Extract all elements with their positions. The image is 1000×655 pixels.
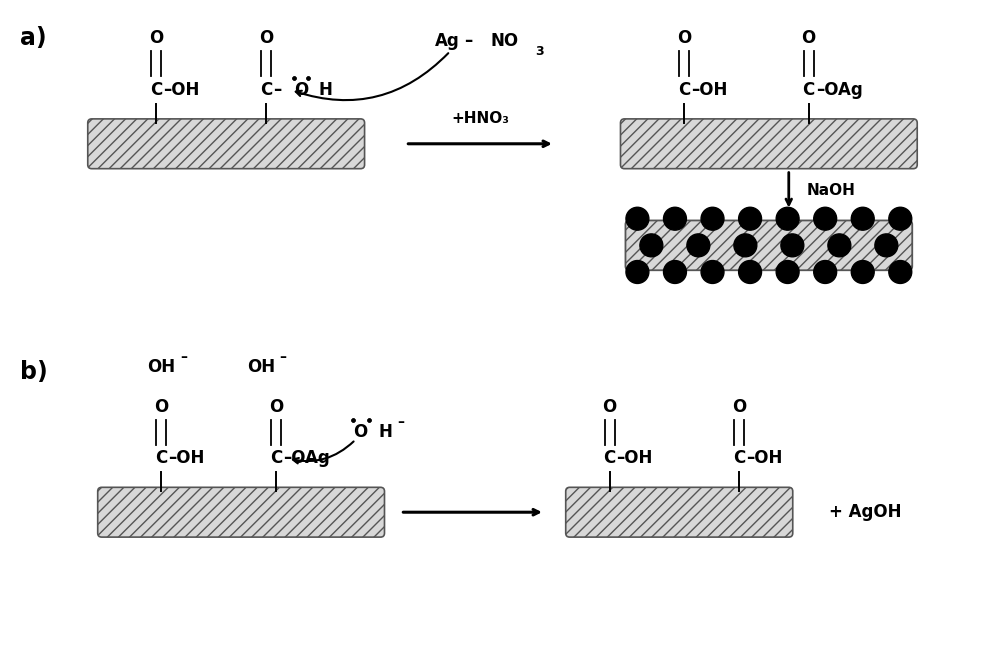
Circle shape: [781, 234, 804, 257]
FancyBboxPatch shape: [625, 221, 912, 271]
Text: O: O: [602, 398, 617, 416]
Circle shape: [851, 207, 874, 230]
Circle shape: [851, 261, 874, 284]
Text: b): b): [20, 360, 48, 384]
Text: –OAg: –OAg: [816, 81, 862, 99]
Text: –: –: [273, 81, 281, 99]
Circle shape: [776, 207, 799, 230]
Circle shape: [701, 261, 724, 284]
Circle shape: [626, 207, 649, 230]
Text: O: O: [677, 29, 691, 47]
Circle shape: [664, 207, 686, 230]
Text: O: O: [149, 29, 164, 47]
Circle shape: [626, 261, 649, 284]
Text: OH: OH: [147, 358, 176, 376]
Text: –OH: –OH: [163, 81, 200, 99]
Circle shape: [889, 261, 912, 284]
Text: –: –: [180, 350, 187, 364]
Text: + AgOH: + AgOH: [829, 503, 901, 521]
Text: C: C: [603, 449, 616, 468]
Text: H: H: [319, 81, 333, 99]
Text: O: O: [732, 398, 746, 416]
Text: –OAg: –OAg: [283, 449, 330, 468]
Circle shape: [687, 234, 710, 257]
Text: H: H: [379, 422, 392, 441]
Text: O: O: [269, 398, 283, 416]
Text: +HNO₃: +HNO₃: [451, 111, 509, 126]
FancyBboxPatch shape: [566, 487, 793, 537]
Text: O: O: [259, 29, 273, 47]
Text: –OH: –OH: [691, 81, 728, 99]
Text: a): a): [20, 26, 47, 50]
Text: –OH: –OH: [746, 449, 782, 468]
Text: Ag: Ag: [435, 32, 460, 50]
Text: –: –: [279, 350, 286, 364]
Circle shape: [814, 261, 837, 284]
Text: C: C: [150, 81, 163, 99]
Circle shape: [739, 261, 762, 284]
Text: O: O: [294, 81, 308, 99]
Text: –OH: –OH: [617, 449, 653, 468]
Circle shape: [734, 234, 757, 257]
Circle shape: [701, 207, 724, 230]
FancyBboxPatch shape: [88, 119, 365, 169]
Circle shape: [889, 207, 912, 230]
Text: O: O: [802, 29, 816, 47]
Text: 3: 3: [536, 45, 544, 58]
Text: NO: NO: [490, 32, 518, 50]
Circle shape: [739, 207, 762, 230]
Text: O: O: [154, 398, 169, 416]
FancyBboxPatch shape: [98, 487, 384, 537]
Circle shape: [776, 261, 799, 284]
Text: –: –: [397, 415, 404, 428]
Text: C: C: [678, 81, 690, 99]
Text: C: C: [155, 449, 168, 468]
Text: O: O: [353, 422, 368, 441]
Circle shape: [828, 234, 851, 257]
Text: –OH: –OH: [168, 449, 205, 468]
FancyBboxPatch shape: [620, 119, 917, 169]
Circle shape: [875, 234, 898, 257]
Text: NaOH: NaOH: [807, 183, 856, 198]
Text: –: –: [464, 32, 472, 50]
Text: C: C: [733, 449, 745, 468]
Text: C: C: [803, 81, 815, 99]
Circle shape: [664, 261, 686, 284]
Text: C: C: [260, 81, 272, 99]
Circle shape: [640, 234, 663, 257]
Text: C: C: [270, 449, 282, 468]
Text: OH: OH: [247, 358, 275, 376]
Circle shape: [814, 207, 837, 230]
